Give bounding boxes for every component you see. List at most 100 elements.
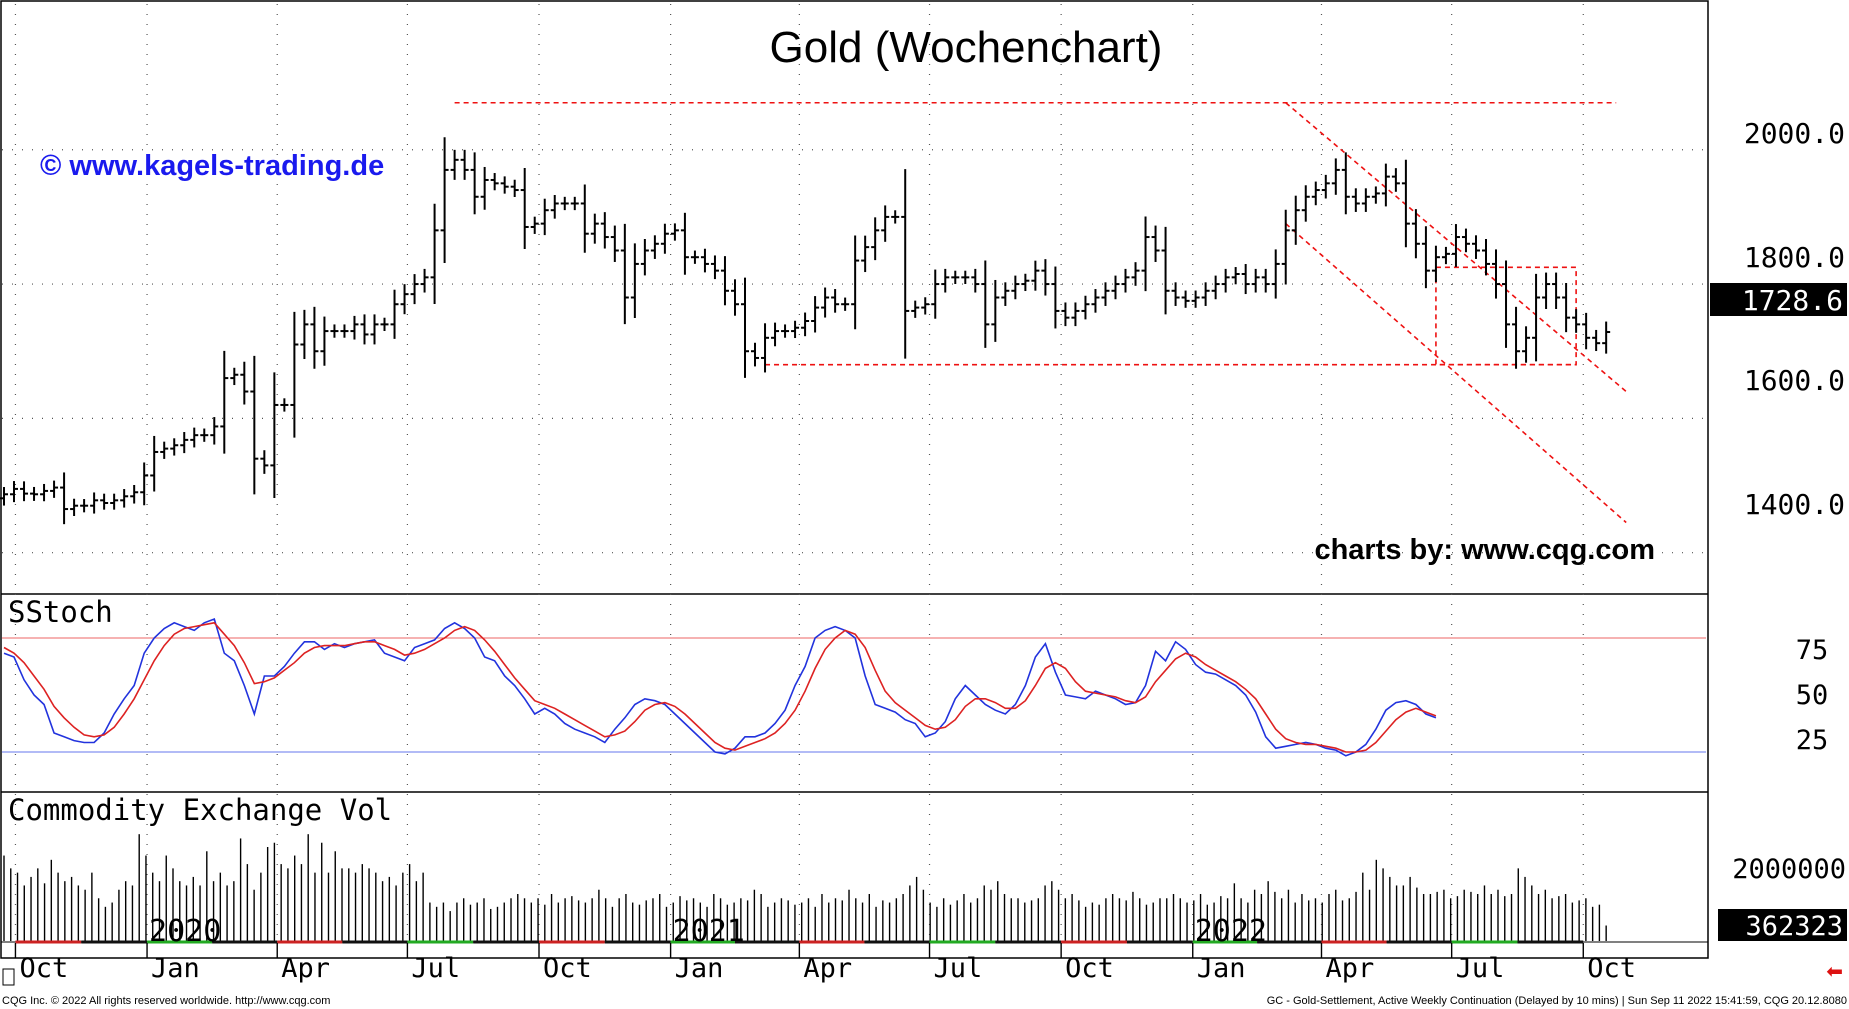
price-bar [210, 417, 219, 445]
price-bar [1131, 262, 1140, 286]
stoch-tick-label: 25 [1796, 725, 1829, 756]
price-bar [911, 300, 920, 318]
price-bar [1091, 289, 1100, 313]
price-bar [310, 306, 319, 369]
price-bar [821, 287, 830, 318]
price-bar [1221, 268, 1230, 293]
price-bar [951, 270, 960, 285]
price-bar [1061, 302, 1070, 327]
price-bar [420, 268, 429, 293]
price-bar [931, 269, 940, 319]
grid [2, 4, 1706, 940]
channel-lower-line [1285, 223, 1627, 524]
month-label: Oct [1065, 953, 1114, 984]
price-bar [400, 284, 409, 315]
month-label: Jul [934, 953, 983, 984]
price-bar [620, 223, 629, 325]
price-bar [1041, 259, 1050, 296]
price-bar [460, 149, 469, 180]
price-bar [881, 205, 890, 242]
price-bar [1411, 209, 1420, 259]
price-bar [560, 196, 569, 211]
price-bar [1431, 245, 1440, 283]
price-bar [600, 212, 609, 249]
price-bar [871, 217, 880, 261]
month-label: Jan [151, 953, 200, 984]
price-bar [280, 398, 289, 412]
price-bar [380, 317, 389, 332]
x-axis: Oct Jan Apr Jul Oct Jan Apr Jul Oct Jan Apr Jul Oct 2… [14, 914, 1636, 984]
price-bar [811, 296, 820, 333]
price-bar [1371, 186, 1380, 204]
price-bar [130, 485, 139, 504]
price-bar [220, 350, 229, 454]
price-bar [440, 137, 449, 263]
price-bar [841, 297, 850, 311]
stoch-lines [3, 617, 1437, 757]
footer-copyright: CQG Inc. © 2022 All rights reserved worl… [2, 995, 330, 1007]
price-bar [700, 248, 709, 273]
price-bar [50, 480, 59, 498]
month-label: Jul [411, 953, 460, 984]
price-bar [791, 320, 800, 339]
highlight-box [1435, 266, 1577, 366]
price-bar [1171, 282, 1180, 306]
price-bar [660, 223, 669, 254]
price-bar [80, 499, 89, 513]
price-bar [1401, 159, 1410, 248]
price-bar [350, 315, 359, 340]
price-bar [710, 255, 719, 280]
price-bar [340, 324, 349, 338]
stoch-tick-label: 75 [1796, 635, 1829, 666]
price-bar [761, 323, 770, 373]
scroll-box-icon[interactable] [2, 968, 15, 986]
price-bar [610, 225, 619, 262]
last-price-badge [1710, 283, 1847, 316]
price-bar [230, 367, 239, 386]
price-bar [510, 179, 519, 197]
price-bar [150, 435, 159, 492]
price-bar [1281, 209, 1290, 285]
price-bar [941, 268, 950, 293]
price-bar [1141, 216, 1150, 292]
price-bar [360, 314, 369, 345]
price-bar [370, 314, 379, 345]
price-bar [861, 235, 870, 273]
price-bar [851, 235, 860, 330]
price-bar [690, 250, 699, 264]
price-bar [1191, 290, 1200, 308]
price-bar [270, 372, 279, 499]
price-bar [40, 483, 49, 502]
stoch-slow-line [3, 621, 1437, 753]
price-bar [500, 176, 509, 194]
price-bar [1011, 275, 1020, 300]
price-bar [1081, 295, 1090, 320]
price-bar [490, 173, 499, 191]
month-label: Oct [19, 953, 68, 984]
price-bar [650, 235, 659, 259]
stoch-panel-label: SStoch [8, 595, 113, 629]
price-bar [1582, 312, 1591, 350]
price-bar [1562, 282, 1571, 333]
price-bar [1051, 266, 1060, 329]
price-bar [1391, 168, 1400, 192]
trend-lines [454, 101, 1627, 524]
price-bar [1492, 249, 1501, 299]
price-bar [1151, 225, 1160, 262]
price-bar [1311, 181, 1320, 206]
month-label: Jan [675, 953, 724, 984]
price-bar [801, 312, 810, 337]
scroll-left-arrow-icon[interactable]: ⬅ [1826, 959, 1843, 983]
price-bar [540, 198, 549, 236]
price-bar [1592, 329, 1601, 352]
price-bar [1211, 275, 1220, 300]
month-label: Oct [1587, 953, 1636, 984]
source-label: charts by: www.cqg.com [1314, 534, 1655, 566]
price-bars [0, 137, 1611, 525]
price-bar [190, 427, 199, 448]
price-bar [0, 487, 8, 506]
price-tick-label: 1800.0 [1744, 241, 1845, 274]
price-bar [110, 493, 119, 510]
price-bar [390, 289, 399, 339]
price-bar [1451, 224, 1460, 267]
